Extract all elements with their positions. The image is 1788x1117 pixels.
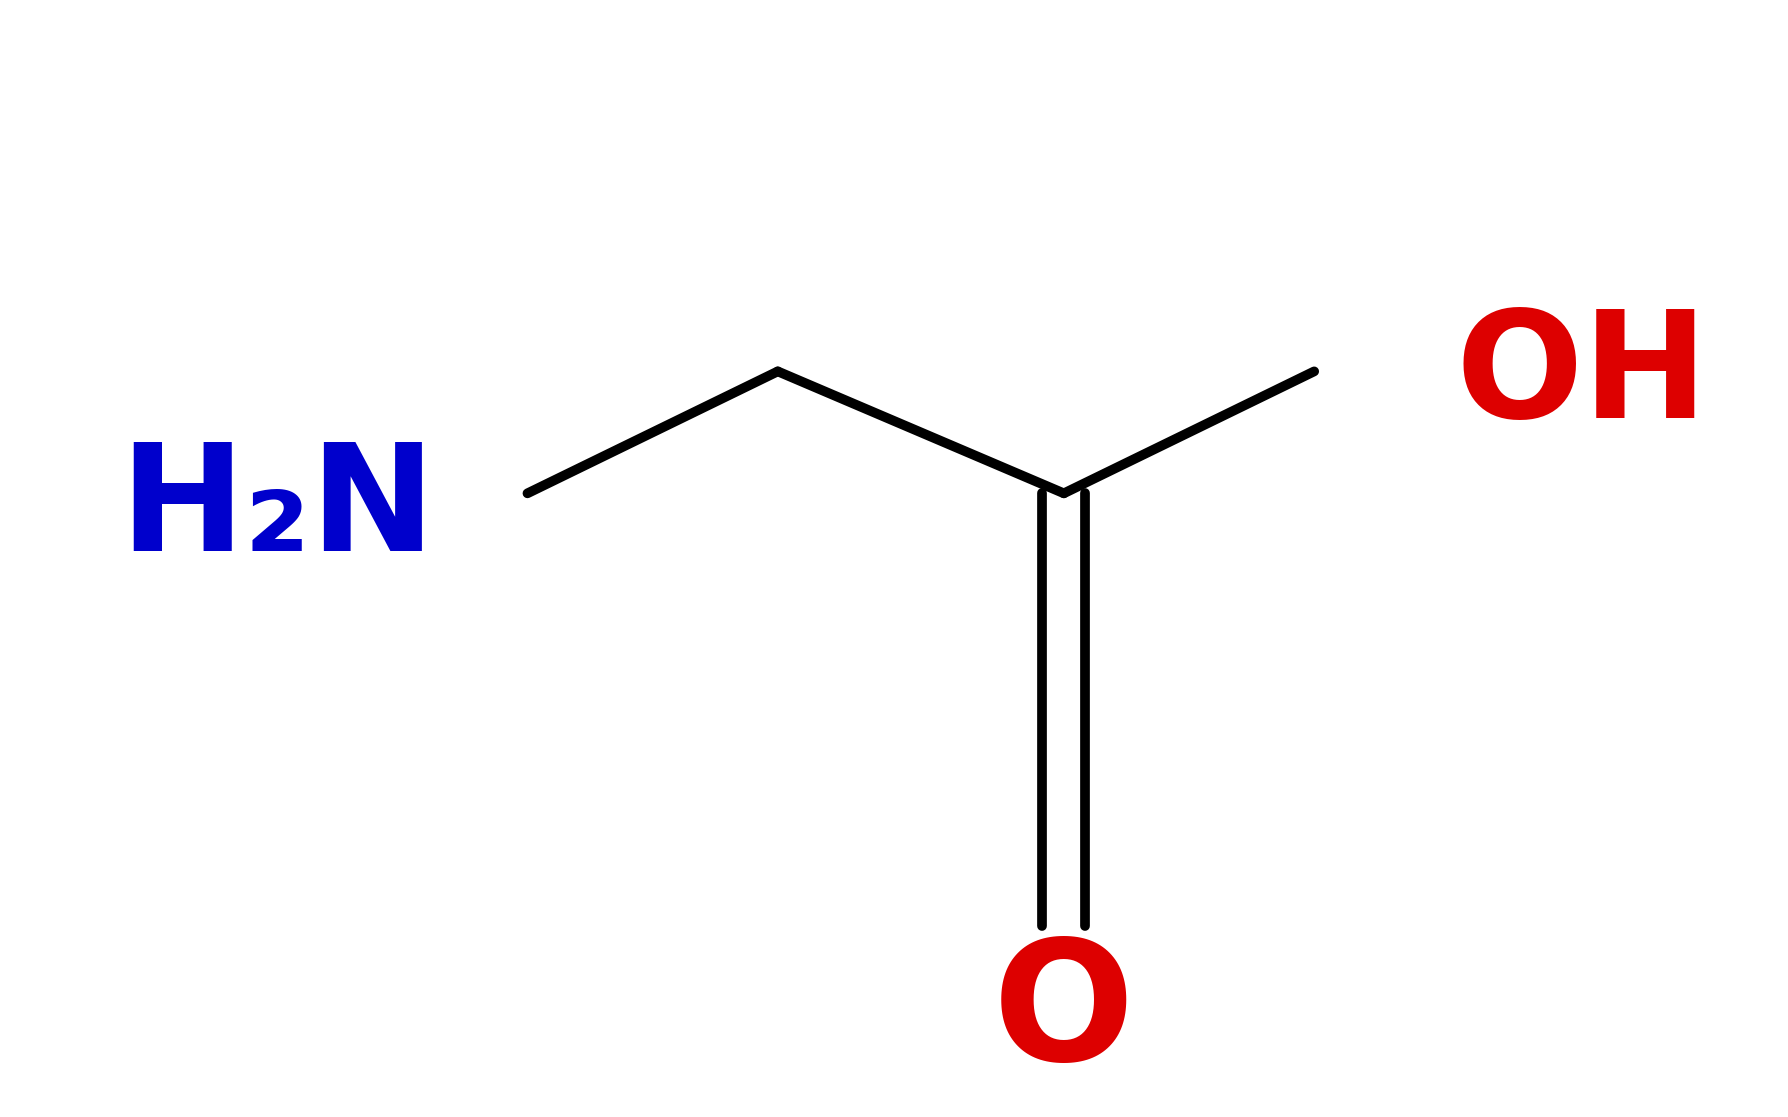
Text: OH: OH xyxy=(1455,305,1709,449)
Text: O: O xyxy=(992,933,1135,1096)
Text: H₂N: H₂N xyxy=(118,438,436,582)
